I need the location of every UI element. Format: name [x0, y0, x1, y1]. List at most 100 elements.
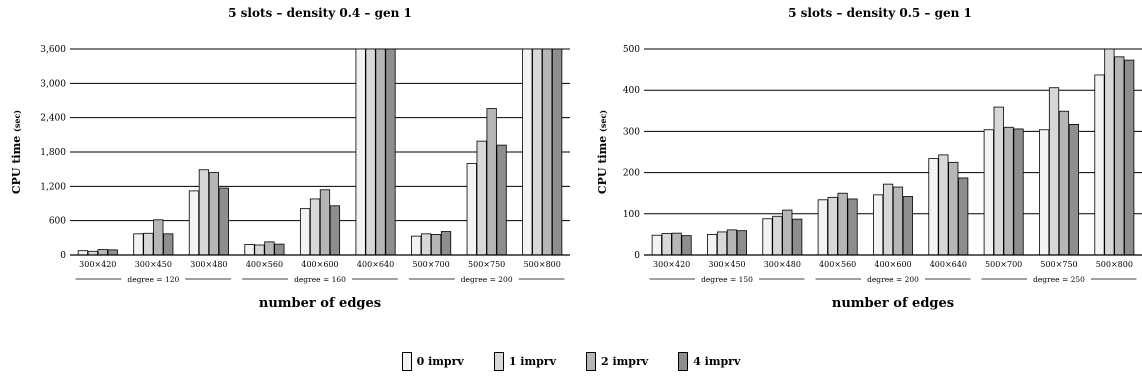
- x-tick-label: 400×560: [246, 260, 283, 269]
- y-tick-label: 500: [623, 45, 640, 55]
- group-label: degree = 200: [461, 275, 513, 284]
- y-axis-label: CPU time (sec): [10, 110, 23, 194]
- bar: [817, 199, 828, 256]
- bar: [411, 235, 422, 256]
- x-axis-label: number of edges: [832, 296, 954, 311]
- x-tick-label: 300×480: [764, 260, 801, 269]
- bar: [873, 194, 884, 256]
- bar: [355, 48, 366, 256]
- x-tick-label: 500×700: [412, 260, 449, 269]
- bar: [827, 196, 838, 256]
- bar: [993, 106, 1004, 256]
- bar: [264, 241, 275, 256]
- legend-item-1: 1 imprv: [493, 352, 556, 371]
- legend-label-1: 1 imprv: [508, 355, 556, 368]
- bar: [107, 249, 118, 256]
- bar: [882, 183, 894, 256]
- legend-swatch-1: [493, 352, 504, 371]
- legend-swatch-2: [586, 352, 596, 371]
- y-tick-label: 100: [623, 210, 640, 220]
- y-axis-label-unit: (sec): [598, 110, 608, 132]
- y-tick-label: 600: [49, 217, 66, 227]
- bar: [651, 234, 662, 256]
- bar: [1124, 59, 1135, 256]
- group-label: degree = 160: [294, 275, 346, 284]
- bar: [319, 189, 331, 256]
- y-tick-label: 400: [623, 86, 640, 96]
- bar: [726, 229, 738, 256]
- bar: [736, 230, 747, 256]
- bar: [1048, 87, 1060, 256]
- bar: [1039, 129, 1050, 256]
- bar: [486, 108, 497, 256]
- bar: [762, 218, 773, 256]
- y-axis-label-main: CPU time: [10, 132, 23, 194]
- legend-label-2: 2 imprv: [601, 355, 649, 368]
- bar: [430, 233, 442, 256]
- bar: [1068, 123, 1079, 256]
- bar: [902, 196, 913, 256]
- bar: [496, 144, 507, 256]
- bar: [365, 48, 376, 256]
- y-tick-label: 0: [60, 251, 66, 261]
- y-axis-label: CPU time (sec): [596, 110, 609, 194]
- bar: [792, 218, 803, 256]
- x-tick-label: 400×640: [357, 260, 394, 269]
- x-tick-label: 400×600: [301, 260, 338, 269]
- bar: [837, 192, 848, 256]
- bar: [143, 232, 154, 256]
- chart-title: 5 slots – density 0.4 – gen 1: [228, 6, 412, 20]
- bar: [421, 233, 432, 256]
- chart-0: 5 slots – density 0.4 – gen 1 0 600 1,200 1,…: [10, 6, 570, 311]
- bar: [847, 198, 858, 256]
- bar: [329, 205, 341, 256]
- chart-1: 5 slots – density 0.5 – gen 1 0 100 200 300 4…: [596, 6, 1142, 311]
- bar: [188, 190, 200, 256]
- bar: [552, 48, 563, 256]
- x-tick-label: 500×750: [1040, 260, 1077, 269]
- x-tick-label: 300×420: [653, 260, 690, 269]
- bar: [208, 172, 219, 256]
- charts-canvas: 5 slots – density 0.4 – gen 1 0 600 1,200 1,…: [10, 6, 1142, 311]
- chart-title: 5 slots – density 0.5 – gen 1: [788, 6, 972, 20]
- bar: [375, 48, 386, 256]
- bar: [163, 233, 174, 256]
- x-tick-label: 300×480: [190, 260, 227, 269]
- bar: [385, 48, 396, 256]
- bar: [661, 233, 672, 256]
- legend-swatch-3: [678, 352, 689, 371]
- group-label: degree = 200: [867, 275, 919, 284]
- bar: [1104, 48, 1115, 256]
- bar: [97, 249, 108, 256]
- y-axis-label-unit: (sec): [12, 110, 22, 132]
- y-tick-label: 300: [623, 127, 640, 137]
- bar: [532, 48, 543, 256]
- bar: [772, 215, 783, 256]
- bar: [671, 232, 682, 256]
- bar: [983, 129, 994, 256]
- x-tick-label: 500×750: [468, 260, 505, 269]
- legend-item-0: 0 imprv: [401, 352, 464, 371]
- legend-label-3: 4 imprv: [693, 355, 741, 368]
- bar: [254, 244, 265, 256]
- legend-label-0: 0 imprv: [416, 355, 464, 368]
- bar: [938, 154, 949, 256]
- y-tick-label: 0: [634, 251, 640, 261]
- bar: [707, 233, 718, 256]
- legend: 0 imprv 1 imprv 2 imprv 4 imprv: [0, 352, 1142, 371]
- bar: [1013, 128, 1024, 256]
- bar: [133, 233, 144, 256]
- bar: [274, 243, 285, 256]
- y-tick-label: 2,400: [40, 114, 66, 124]
- bar: [542, 48, 553, 256]
- bar: [522, 48, 533, 256]
- x-tick-label: 300×450: [708, 260, 745, 269]
- bar: [218, 187, 229, 256]
- x-axis-label: number of edges: [259, 296, 381, 311]
- bar: [716, 231, 728, 256]
- bar: [309, 198, 321, 256]
- bar: [928, 158, 939, 256]
- x-tick-label: 400×600: [874, 260, 911, 269]
- x-tick-label: 400×640: [930, 260, 967, 269]
- legend-item-2: 2 imprv: [586, 352, 648, 371]
